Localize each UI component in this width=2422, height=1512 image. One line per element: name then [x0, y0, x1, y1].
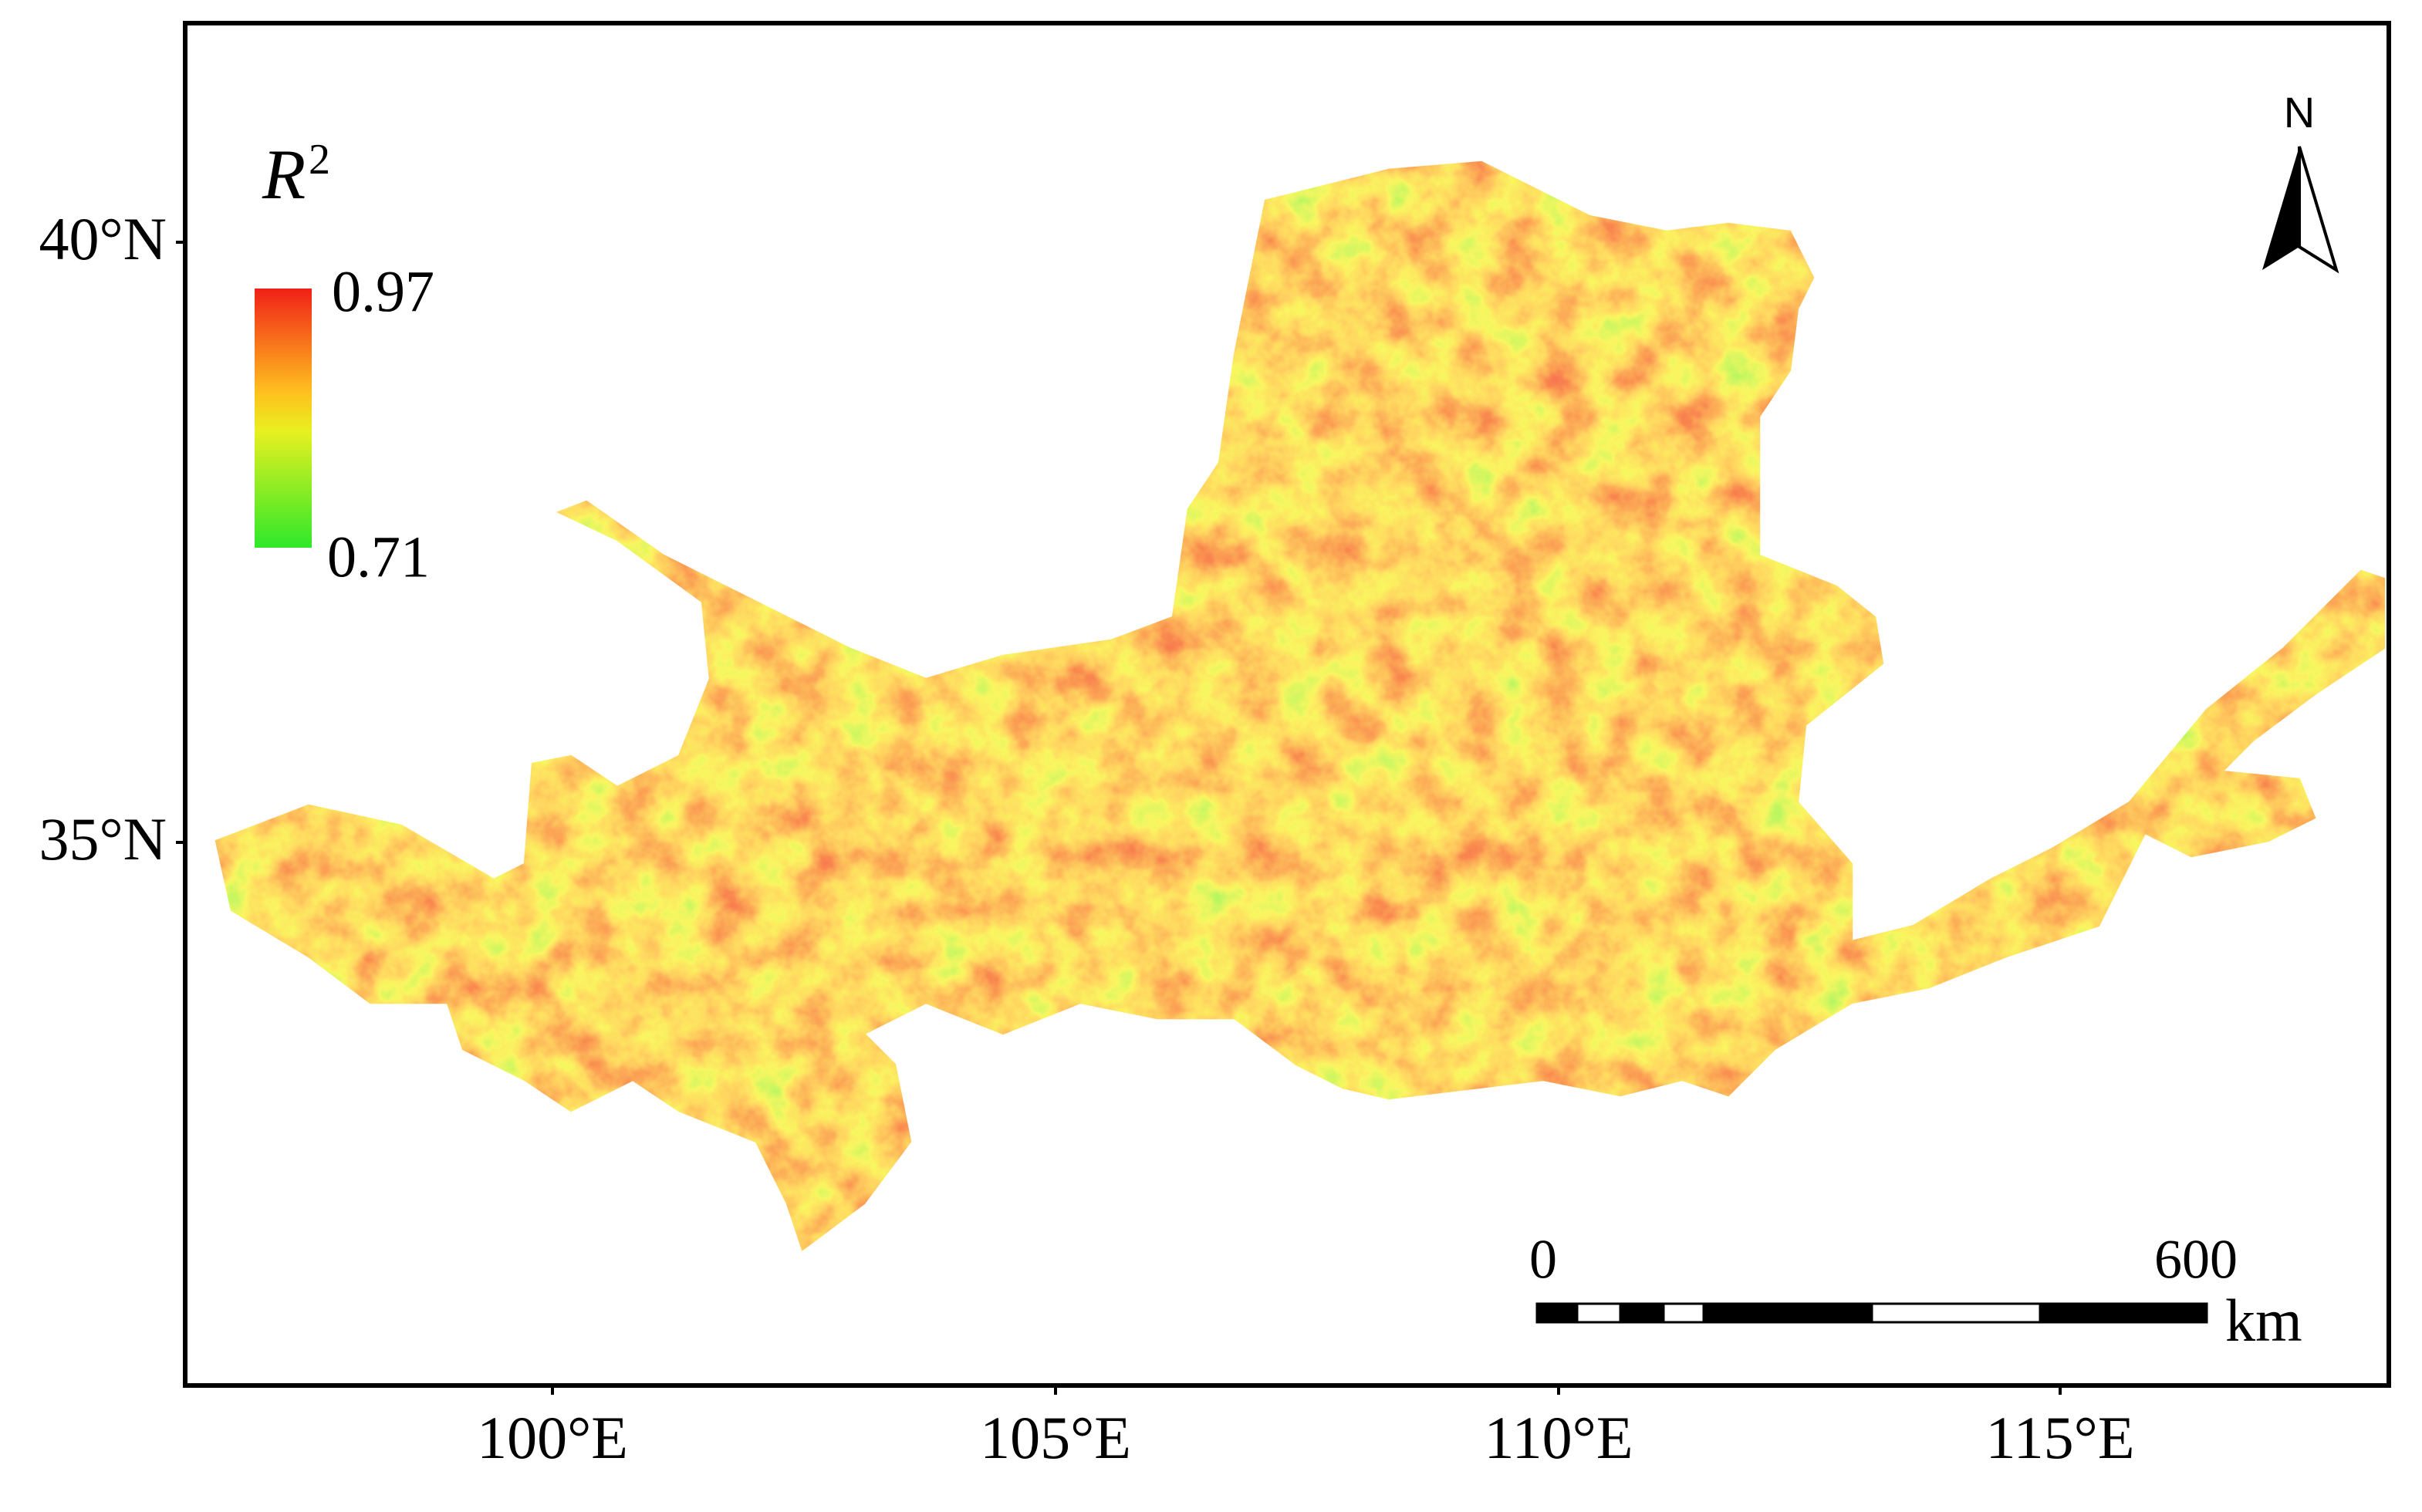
scale-end: 600: [2154, 1229, 2238, 1291]
lon-label: 110°E: [1485, 1404, 1633, 1471]
lat-label: 40°N: [39, 205, 167, 272]
scale-bar: [1535, 1302, 2208, 1324]
scale-unit: km: [2225, 1287, 2302, 1354]
scale-segment: [2039, 1302, 2208, 1324]
scale-segment: [1619, 1302, 1665, 1324]
north-arrow: N: [2262, 88, 2339, 274]
north-arrow-left: [2262, 147, 2299, 270]
basin-area: [215, 160, 2386, 1251]
legend-max: 0.97: [332, 259, 434, 324]
legend-title: R: [262, 135, 306, 214]
map-frame: [183, 21, 2391, 1388]
color-bar: [255, 289, 312, 548]
basin: [215, 160, 2386, 1251]
scale-segment: [1662, 1302, 1705, 1324]
scale-start: 0: [1529, 1229, 1557, 1291]
scale-segment: [1535, 1302, 1579, 1324]
legend-title-superscript: 2: [309, 136, 330, 184]
north-label: N: [2284, 88, 2315, 137]
lon-label: 100°E: [477, 1404, 628, 1471]
scale-segment: [1702, 1302, 1873, 1324]
legend-min: 0.71: [327, 525, 430, 589]
scale-segment: [1870, 1302, 2042, 1324]
north-arrow-right: [2298, 146, 2339, 274]
lon-label: 105°E: [980, 1404, 1131, 1471]
scale-segment: [1576, 1302, 1622, 1324]
lat-label: 35°N: [39, 805, 167, 872]
lon-label: 115°E: [1986, 1404, 2135, 1471]
graticule-ticks: [176, 241, 2062, 1395]
